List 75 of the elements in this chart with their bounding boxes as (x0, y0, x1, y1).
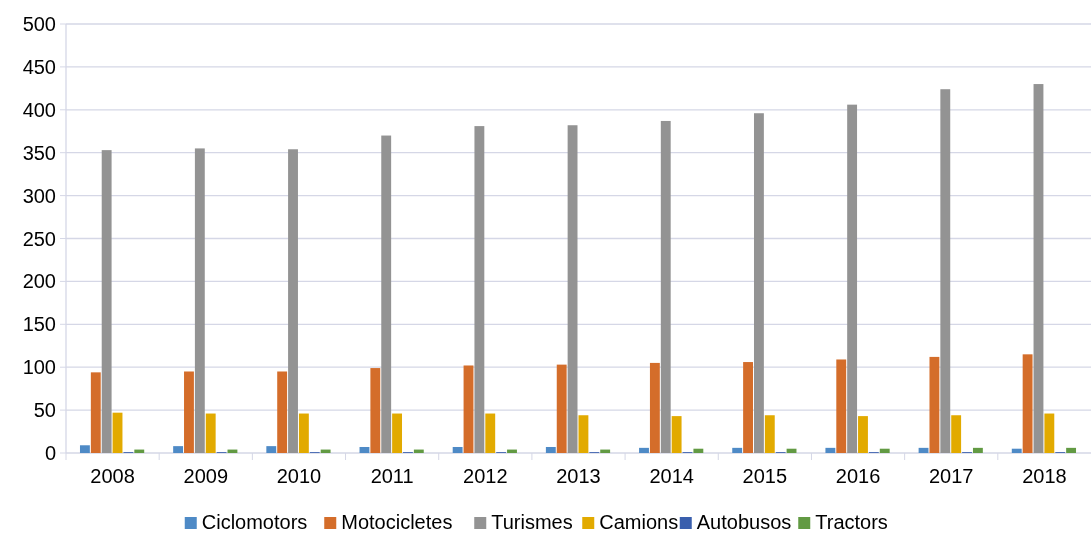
bar (732, 447, 743, 453)
bar (858, 416, 868, 453)
bar (836, 359, 847, 453)
y-tick-label: 400 (22, 98, 56, 121)
bar (463, 365, 474, 453)
bar (639, 447, 649, 453)
x-tick-label: 2009 (183, 465, 229, 487)
x-tick-label: 2011 (370, 465, 414, 487)
bar (1044, 413, 1055, 453)
bar (743, 362, 753, 453)
bar (112, 412, 123, 453)
bar (567, 125, 578, 453)
legend-label: Tractors (815, 511, 888, 533)
bar (277, 371, 288, 453)
bar (693, 448, 704, 453)
bar (173, 446, 184, 453)
bar (452, 446, 463, 453)
bar (764, 415, 775, 453)
y-tick-label: 250 (22, 227, 56, 250)
bar (359, 446, 370, 453)
bar (485, 413, 496, 453)
x-tick-label: 2017 (928, 465, 974, 487)
bar (753, 113, 764, 453)
bar (1011, 448, 1022, 453)
x-tick-label: 2012 (463, 465, 508, 487)
legend-label: Motocicletes (341, 511, 453, 533)
bar (671, 416, 682, 453)
bar (266, 446, 277, 453)
x-tick-label: 2013 (556, 465, 601, 487)
bar (101, 150, 112, 453)
bar (940, 89, 951, 453)
x-tick-label: 2010 (276, 465, 322, 487)
y-tick-label: 100 (22, 356, 56, 379)
y-tick-label: 500 (22, 13, 56, 35)
bar (288, 149, 298, 453)
bar (194, 148, 205, 453)
bar (879, 448, 890, 453)
x-tick-label: 2018 (1022, 465, 1067, 487)
legend-label: Turismes (491, 511, 573, 533)
bar (649, 362, 660, 453)
bar (1022, 354, 1033, 453)
bar (545, 446, 556, 453)
y-tick-label: 300 (22, 184, 56, 207)
bar (825, 447, 836, 453)
y-tick-label: 450 (22, 55, 56, 78)
x-tick-label: 2008 (90, 465, 135, 487)
bar (79, 445, 90, 453)
bar (205, 413, 216, 453)
bar (578, 415, 589, 453)
bar (556, 364, 567, 453)
bar (1033, 84, 1044, 453)
y-tick-label: 0 (44, 442, 56, 464)
bar (392, 413, 403, 453)
x-tick-label: 2015 (742, 465, 788, 487)
x-tick-label: 2016 (835, 465, 881, 487)
y-tick-label: 150 (22, 313, 56, 336)
y-tick-label: 50 (33, 399, 56, 422)
legend-label: Camions (599, 511, 679, 533)
bar (370, 368, 381, 453)
y-tick-label: 200 (22, 270, 56, 293)
bar (847, 104, 858, 453)
bar (474, 126, 485, 453)
bar (1066, 447, 1077, 453)
bar (660, 120, 671, 453)
legend-label: Autobusos (696, 511, 792, 533)
bar (381, 135, 392, 453)
bar (298, 413, 309, 453)
bar (929, 356, 940, 453)
bar (184, 371, 194, 453)
bar (972, 447, 983, 453)
bar (951, 415, 962, 453)
bar (90, 372, 101, 453)
legend-label: Ciclomotors (201, 511, 308, 533)
y-tick-label: 350 (22, 141, 56, 164)
x-tick-label: 2014 (649, 465, 694, 487)
